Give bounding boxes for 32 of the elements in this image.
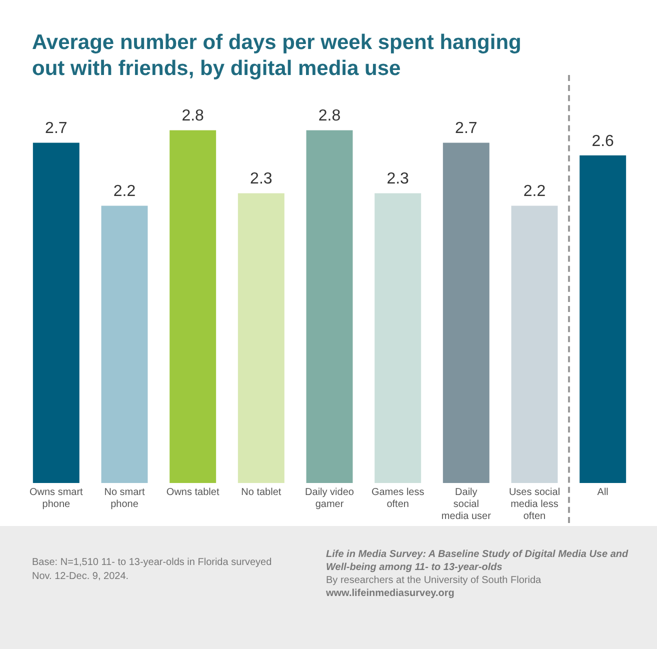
x-tick-label: All — [597, 486, 608, 498]
bar — [442, 142, 490, 483]
bar — [32, 142, 80, 483]
x-tick-label: Owns tablet — [166, 486, 220, 498]
data-label: 2.7 — [455, 120, 478, 138]
x-tick-label: Uses social media less often — [508, 486, 560, 522]
text: Life in Media Survey: A Baseline Study of Digital Media Use and Well-being among 11- to 13-year-olds — [326, 548, 630, 574]
data-label: 2.3 — [386, 170, 410, 188]
bar — [580, 155, 626, 483]
x-tick-label: Games less often — [371, 486, 424, 510]
x-tick-label: Daily video gamer — [305, 486, 354, 510]
bar — [170, 130, 216, 483]
bar — [101, 206, 148, 483]
data-label: 2.6 — [592, 132, 614, 150]
data-label: 2.7 — [45, 120, 68, 138]
text: By researchers at the University of South Florida — [326, 574, 542, 587]
bar — [306, 130, 353, 483]
data-label: 2.8 — [318, 108, 341, 125]
data-label: 2.2 — [113, 183, 136, 200]
data-label: 2.8 — [182, 108, 204, 125]
x-tick-label: Owns smart phone — [29, 486, 84, 510]
x-tick-label: No smart phone — [104, 486, 145, 510]
text: Base: N=1,510 11- to 13-year-olds in Florida surveyed Nov. 12-Dec. 9, 2024. — [32, 556, 273, 584]
data-label: 2.2 — [523, 183, 546, 200]
chart-title: Average number of days per week spent hanging out with friends, by digital media use — [32, 30, 522, 82]
text: www.lifeinmediasurvey.org — [326, 587, 456, 600]
x-tick-label: Daily social media user — [441, 486, 492, 522]
bar — [511, 206, 558, 483]
data-label: 2.3 — [250, 170, 272, 188]
bar — [238, 193, 284, 483]
bar — [374, 193, 422, 483]
x-tick-label: No tablet — [241, 486, 282, 498]
